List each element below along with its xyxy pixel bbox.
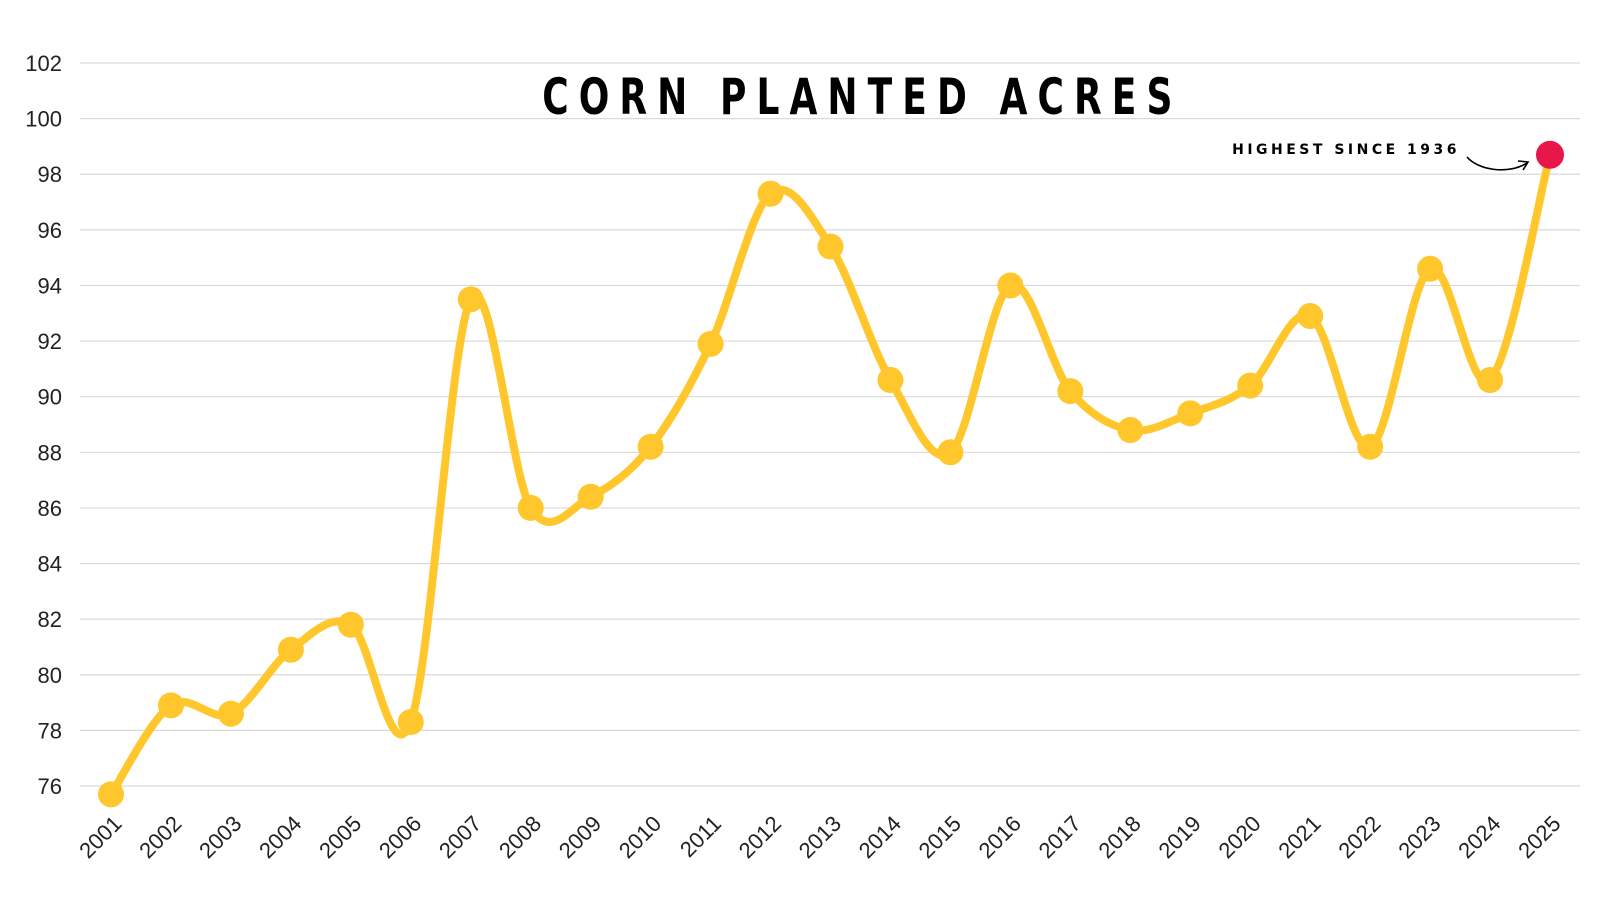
x-tick-label: 2009	[554, 811, 606, 863]
chart-title: CORN PLANTED ACRES	[542, 68, 1183, 126]
y-tick-label: 88	[38, 440, 62, 465]
data-point	[757, 180, 784, 207]
x-tick-label: 2004	[254, 811, 306, 863]
y-tick-label: 102	[25, 51, 62, 76]
data-point	[1297, 303, 1324, 330]
data-point	[1177, 400, 1204, 427]
x-tick-label: 2011	[675, 811, 726, 862]
data-point	[157, 692, 184, 719]
x-tick-label: 2006	[374, 811, 426, 863]
data-point	[697, 330, 724, 357]
data-point	[937, 439, 964, 466]
x-tick-label: 2007	[434, 811, 486, 863]
data-point	[517, 494, 544, 521]
annotation-arrowhead-icon	[1517, 160, 1530, 171]
x-tick-label: 2010	[614, 811, 666, 863]
x-tick-label: 2023	[1393, 811, 1445, 863]
data-point	[637, 433, 664, 460]
x-tick-label: 2005	[314, 811, 366, 863]
x-tick-label: 2019	[1153, 811, 1205, 863]
y-tick-label: 90	[38, 385, 62, 410]
data-point	[397, 709, 424, 736]
x-tick-label: 2002	[134, 811, 186, 863]
data-point	[277, 636, 304, 663]
y-tick-label: 100	[25, 107, 62, 132]
data-point	[1117, 417, 1144, 444]
gridlines	[80, 62, 1580, 787]
data-point	[1477, 367, 1504, 394]
x-tick-label: 2017	[1034, 811, 1086, 863]
x-tick-label: 2001	[74, 811, 126, 863]
y-tick-label: 92	[38, 329, 62, 354]
y-tick-label: 84	[38, 552, 62, 577]
x-tick-label: 2020	[1213, 811, 1265, 863]
annotation-arrow-icon	[1466, 156, 1528, 171]
x-tick-label: 2025	[1513, 811, 1565, 863]
y-tick-label: 76	[38, 774, 62, 799]
data-point	[457, 286, 484, 313]
data-point	[337, 611, 364, 638]
data-point	[817, 233, 844, 260]
y-tick-label: 86	[38, 496, 62, 521]
data-point	[1057, 378, 1084, 405]
y-tick-label: 80	[38, 663, 62, 688]
x-tick-label: 2015	[914, 811, 966, 863]
y-tick-label: 98	[38, 162, 62, 187]
x-tick-label: 2016	[974, 811, 1026, 863]
data-points	[98, 140, 1564, 808]
data-point	[98, 781, 124, 808]
x-axis-ticks: 2001 2002 2003 2004 2005 2006 2007 2008 2009 2010…	[74, 811, 1565, 863]
x-tick-label: 2012	[734, 811, 786, 863]
y-tick-label: 82	[38, 607, 62, 632]
x-tick-label: 2003	[194, 811, 246, 863]
y-tick-label: 78	[38, 718, 62, 743]
chart-annotation: HIGHEST SINCE 1936	[1232, 142, 1460, 158]
data-point	[217, 700, 244, 727]
x-tick-label: 2024	[1453, 811, 1505, 863]
x-tick-label: 2013	[794, 811, 846, 863]
x-tick-label: 2018	[1094, 811, 1146, 863]
x-tick-label: 2021	[1273, 811, 1325, 863]
y-tick-label: 96	[38, 218, 62, 243]
data-point	[997, 272, 1024, 299]
y-tick-label: 94	[38, 273, 62, 298]
x-tick-label: 2022	[1333, 811, 1385, 863]
data-point	[577, 483, 604, 510]
x-tick-label: 2008	[494, 811, 546, 863]
data-point	[1357, 433, 1384, 460]
x-tick-label: 2014	[854, 811, 906, 863]
data-point	[877, 367, 904, 394]
y-axis-ticks: 76 78 80 82 84 86 88 90 92 94 96 98 100 102	[25, 51, 62, 799]
highlight-data-point	[1536, 140, 1564, 169]
data-point	[1237, 372, 1264, 399]
annotation-arrow	[1466, 156, 1530, 171]
data-point	[1417, 255, 1444, 282]
